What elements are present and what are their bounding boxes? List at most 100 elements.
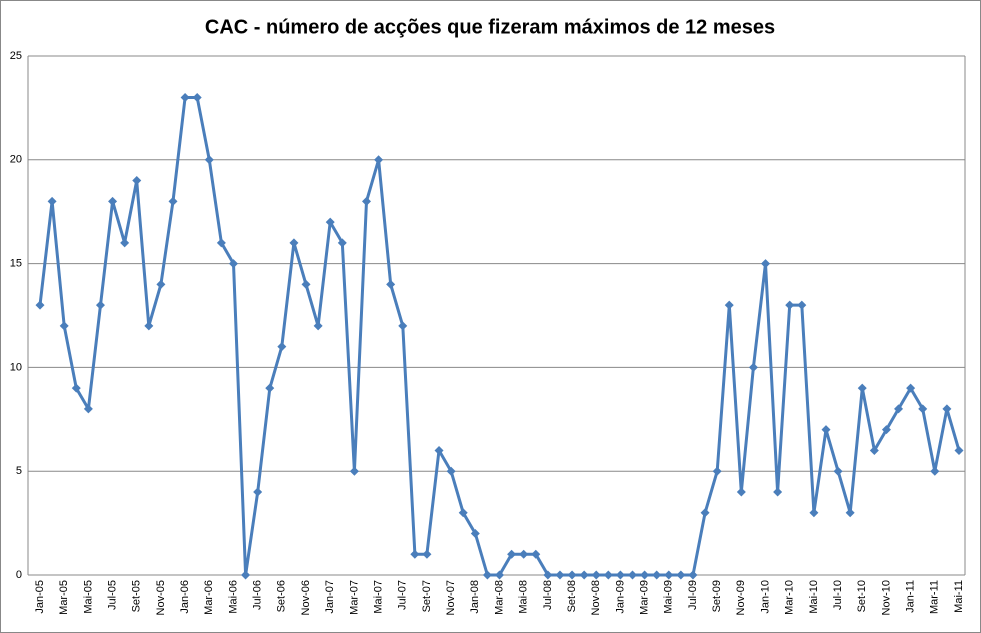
data-point bbox=[398, 321, 408, 331]
data-point bbox=[930, 466, 940, 476]
x-tick-label: Jul-07 bbox=[397, 580, 409, 610]
x-tick-label: Mai-10 bbox=[808, 580, 820, 614]
data-point bbox=[241, 570, 251, 580]
data-point bbox=[59, 321, 69, 331]
data-point bbox=[640, 570, 650, 580]
data-point bbox=[265, 383, 275, 393]
data-point bbox=[495, 570, 504, 580]
x-tick-label: Mar-10 bbox=[784, 580, 796, 615]
data-point bbox=[325, 217, 335, 227]
data-point bbox=[785, 300, 795, 310]
x-tick-label: Mar-09 bbox=[639, 580, 651, 615]
data-point bbox=[833, 466, 843, 476]
data-point bbox=[168, 196, 178, 206]
data-point bbox=[700, 508, 710, 518]
x-tick-label: Set-06 bbox=[276, 580, 288, 612]
data-point bbox=[482, 570, 492, 580]
y-tick-label: 20 bbox=[10, 154, 22, 166]
data-point bbox=[628, 570, 638, 580]
data-point bbox=[736, 487, 746, 497]
data-point bbox=[652, 570, 662, 580]
data-point bbox=[519, 549, 529, 559]
data-point bbox=[954, 445, 964, 455]
data-point bbox=[337, 238, 347, 248]
data-point bbox=[71, 383, 81, 393]
data-point bbox=[894, 404, 904, 414]
data-point bbox=[228, 259, 238, 269]
x-tick-label: Set-07 bbox=[421, 580, 433, 612]
data-point bbox=[47, 196, 57, 206]
data-point bbox=[724, 300, 734, 310]
data-point bbox=[821, 425, 831, 435]
data-point bbox=[761, 259, 771, 269]
x-tick-label: Mar-07 bbox=[348, 580, 360, 615]
data-point bbox=[386, 279, 396, 289]
data-point bbox=[410, 549, 420, 559]
data-point bbox=[507, 549, 517, 559]
data-point bbox=[869, 445, 879, 455]
x-tick-label: Set-05 bbox=[131, 580, 143, 612]
x-tick-label: Mai-05 bbox=[82, 580, 94, 614]
data-point bbox=[688, 570, 698, 580]
x-tick-label: Nov-10 bbox=[880, 580, 892, 615]
x-tick-label: Mai-06 bbox=[227, 580, 239, 614]
x-tick-label: Nov-07 bbox=[445, 580, 457, 615]
data-point bbox=[83, 404, 93, 414]
x-tick-label: Jan-07 bbox=[324, 580, 336, 614]
data-point bbox=[144, 321, 154, 331]
x-tick-label: Mai-08 bbox=[518, 580, 530, 614]
data-point bbox=[289, 238, 299, 248]
data-point bbox=[301, 279, 311, 289]
data-point bbox=[615, 570, 625, 580]
x-tick-label: Set-10 bbox=[856, 580, 868, 612]
data-point bbox=[845, 508, 855, 518]
x-tick-label: Jan-05 bbox=[34, 580, 46, 614]
x-tick-label: Jul-09 bbox=[687, 580, 699, 610]
data-point bbox=[374, 155, 384, 165]
data-point bbox=[579, 570, 589, 580]
data-point bbox=[192, 93, 202, 103]
data-point bbox=[857, 383, 867, 393]
x-tick-label: Nov-08 bbox=[590, 580, 602, 615]
data-point bbox=[567, 570, 577, 580]
data-point bbox=[676, 570, 686, 580]
x-tick-label: Jul-06 bbox=[252, 580, 264, 610]
data-point bbox=[253, 487, 263, 497]
data-point bbox=[120, 238, 130, 248]
data-point bbox=[603, 570, 613, 580]
data-point bbox=[712, 466, 722, 476]
data-point bbox=[434, 445, 444, 455]
x-tick-label: Mai-11 bbox=[953, 580, 965, 613]
data-point bbox=[906, 383, 916, 393]
y-tick-label: 5 bbox=[16, 465, 22, 477]
x-tick-label: Jan-06 bbox=[179, 580, 191, 614]
data-point bbox=[748, 362, 758, 372]
data-point bbox=[132, 176, 142, 186]
data-point bbox=[881, 425, 891, 435]
x-tick-label: Mar-05 bbox=[58, 580, 70, 615]
x-tick-label: Jan-09 bbox=[614, 580, 626, 614]
data-point bbox=[204, 155, 214, 165]
x-tick-label: Jan-10 bbox=[759, 580, 771, 614]
x-tick-label: Set-09 bbox=[711, 580, 723, 612]
x-tick-label: Jan-11 bbox=[905, 580, 917, 613]
data-point bbox=[942, 404, 952, 414]
data-point bbox=[773, 487, 783, 497]
y-tick-label: 15 bbox=[10, 258, 22, 270]
data-point bbox=[361, 196, 371, 206]
x-tick-label: Jul-08 bbox=[542, 580, 554, 610]
data-point bbox=[277, 342, 287, 352]
data-point bbox=[531, 549, 541, 559]
x-tick-label: Jul-10 bbox=[832, 580, 844, 610]
data-point bbox=[108, 196, 118, 206]
data-point bbox=[470, 528, 480, 538]
x-tick-label: Mai-07 bbox=[372, 580, 384, 614]
data-point bbox=[664, 570, 674, 580]
x-tick-label: Jul-05 bbox=[106, 580, 118, 610]
data-point bbox=[35, 300, 45, 310]
x-tick-label: Mar-06 bbox=[203, 580, 215, 615]
x-tick-label: Mar-08 bbox=[493, 580, 505, 615]
data-point bbox=[156, 279, 166, 289]
